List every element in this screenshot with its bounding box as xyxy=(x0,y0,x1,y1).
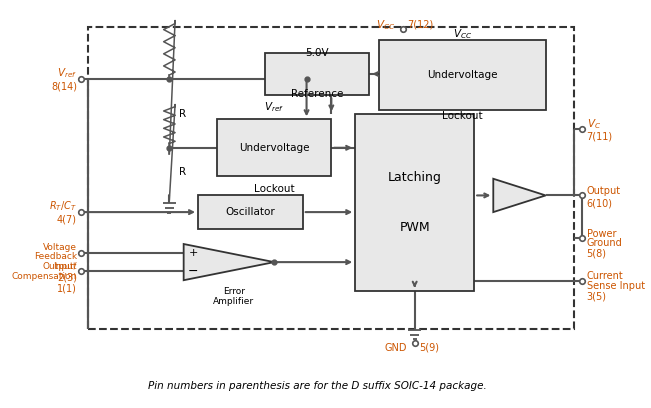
Text: 2(3): 2(3) xyxy=(57,273,77,283)
Text: Lockout: Lockout xyxy=(442,111,482,121)
Bar xyxy=(89,27,574,329)
Text: Undervoltage: Undervoltage xyxy=(427,70,497,80)
Text: $V_{CC}$: $V_{CC}$ xyxy=(376,18,395,32)
Text: Output/: Output/ xyxy=(42,262,77,271)
Polygon shape xyxy=(184,244,274,280)
Text: Reference: Reference xyxy=(291,89,343,100)
Text: $V_{CC}$: $V_{CC}$ xyxy=(452,27,472,41)
Text: Power: Power xyxy=(587,228,616,239)
Text: GND: GND xyxy=(385,343,407,353)
Text: Oscillator: Oscillator xyxy=(225,207,275,217)
Text: −: − xyxy=(188,265,199,278)
Text: $V_{ref}$: $V_{ref}$ xyxy=(264,100,284,114)
Text: Compensation: Compensation xyxy=(12,273,77,282)
Text: PWM: PWM xyxy=(399,221,430,234)
Text: 7(12): 7(12) xyxy=(408,20,434,30)
Text: $R_T/C_T$: $R_T/C_T$ xyxy=(49,200,77,213)
Bar xyxy=(379,40,546,110)
Bar xyxy=(355,115,474,290)
Text: 3(5): 3(5) xyxy=(587,291,607,302)
Text: $V_C$: $V_C$ xyxy=(587,117,601,131)
Text: 6(10): 6(10) xyxy=(587,198,613,208)
Text: Pin numbers in parenthesis are for the D suffix SOIC-14 package.: Pin numbers in parenthesis are for the D… xyxy=(148,381,487,391)
Text: Voltage: Voltage xyxy=(43,243,77,252)
Text: 5(9): 5(9) xyxy=(419,343,439,353)
Text: Amplifier: Amplifier xyxy=(213,297,255,306)
Bar xyxy=(265,53,369,95)
Text: Current: Current xyxy=(587,271,624,282)
Text: 5.0V: 5.0V xyxy=(305,49,329,58)
Text: 7(11): 7(11) xyxy=(587,131,613,141)
Text: 8(14): 8(14) xyxy=(51,82,77,92)
Text: Error: Error xyxy=(223,287,245,296)
Text: Ground: Ground xyxy=(587,238,622,248)
Text: Input: Input xyxy=(53,262,77,271)
Text: Undervoltage: Undervoltage xyxy=(239,143,309,153)
Text: R: R xyxy=(179,109,186,120)
Text: Sense Input: Sense Input xyxy=(587,281,644,291)
Text: 1(1): 1(1) xyxy=(57,283,77,293)
Text: Output: Output xyxy=(587,186,621,196)
Bar xyxy=(198,195,303,229)
Polygon shape xyxy=(493,179,546,212)
Text: $V_{ref}$: $V_{ref}$ xyxy=(57,67,77,80)
Text: R: R xyxy=(179,166,186,177)
Text: Latching: Latching xyxy=(388,171,441,184)
Text: Feedback: Feedback xyxy=(34,253,77,262)
Bar xyxy=(217,119,331,176)
Text: +: + xyxy=(189,248,198,258)
Text: Lockout: Lockout xyxy=(254,184,294,194)
Text: 5(8): 5(8) xyxy=(587,248,607,259)
Text: 4(7): 4(7) xyxy=(57,215,77,225)
